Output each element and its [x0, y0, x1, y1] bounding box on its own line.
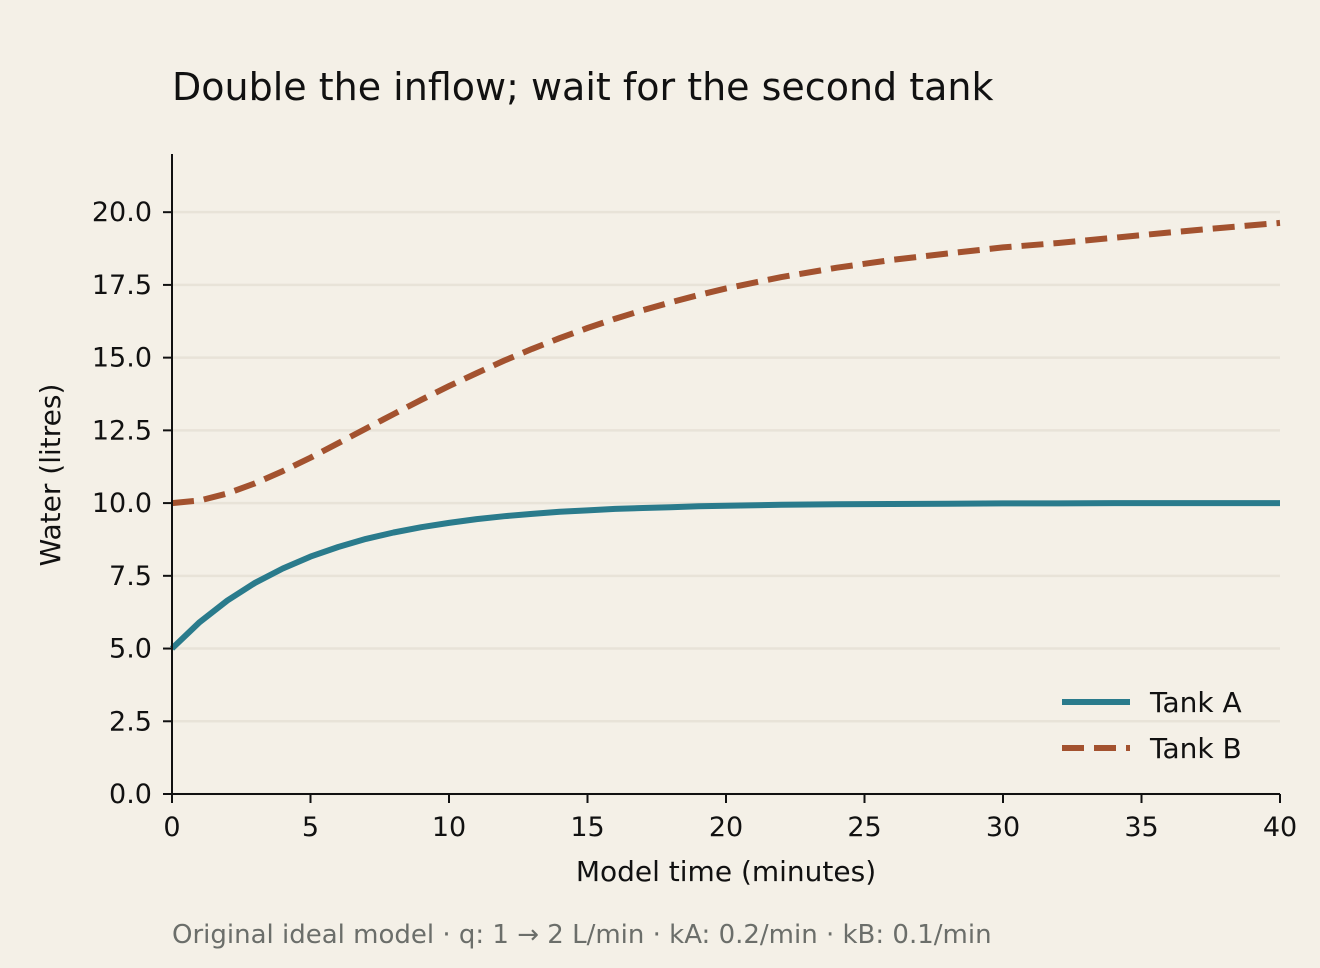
- chart-caption: Original ideal model · q: 1 → 2 L/min · …: [172, 920, 992, 950]
- y-tick-label-2: 5.0: [109, 634, 152, 665]
- tick-labels: 0.0 2.5 5.0 7.5 10.0 12.5 15.0 17.5 20.0 0 5 10 15 20…: [92, 197, 1297, 843]
- x-tick-label-4: 20: [709, 812, 743, 843]
- x-tick-label-2: 10: [432, 812, 466, 843]
- y-axis-label: Water (litres): [34, 384, 67, 567]
- x-tick-label-1: 5: [302, 812, 319, 843]
- y-tick-label-3: 7.5: [109, 561, 152, 592]
- legend: Tank A Tank B: [1062, 686, 1242, 765]
- y-tick-label-1: 2.5: [109, 706, 152, 737]
- legend-label-tank-a: Tank A: [1149, 686, 1242, 719]
- legend-label-tank-b: Tank B: [1149, 732, 1242, 765]
- axes: [163, 154, 1281, 803]
- x-tick-label-3: 15: [570, 812, 604, 843]
- x-tick-label-8: 40: [1263, 812, 1297, 843]
- y-tick-label-8: 20.0: [92, 197, 152, 228]
- x-tick-label-7: 35: [1124, 812, 1158, 843]
- series-line-tank-a: [169, 500, 1280, 651]
- x-axis-label: Model time (minutes): [576, 855, 876, 888]
- chart-title: Double the inflow; wait for the second t…: [172, 65, 994, 109]
- y-tick-label-5: 12.5: [92, 415, 152, 446]
- series-line-tank-b: [171, 219, 1281, 507]
- y-tick-label-4: 10.0: [92, 488, 152, 519]
- y-tick-label-0: 0.0: [109, 779, 152, 810]
- y-tick-label-7: 17.5: [92, 270, 152, 301]
- plot-series: [169, 219, 1281, 651]
- x-tick-label-0: 0: [163, 812, 180, 843]
- y-tick-label-6: 15.0: [92, 343, 152, 374]
- x-tick-label-6: 30: [986, 812, 1020, 843]
- x-tick-label-5: 25: [847, 812, 881, 843]
